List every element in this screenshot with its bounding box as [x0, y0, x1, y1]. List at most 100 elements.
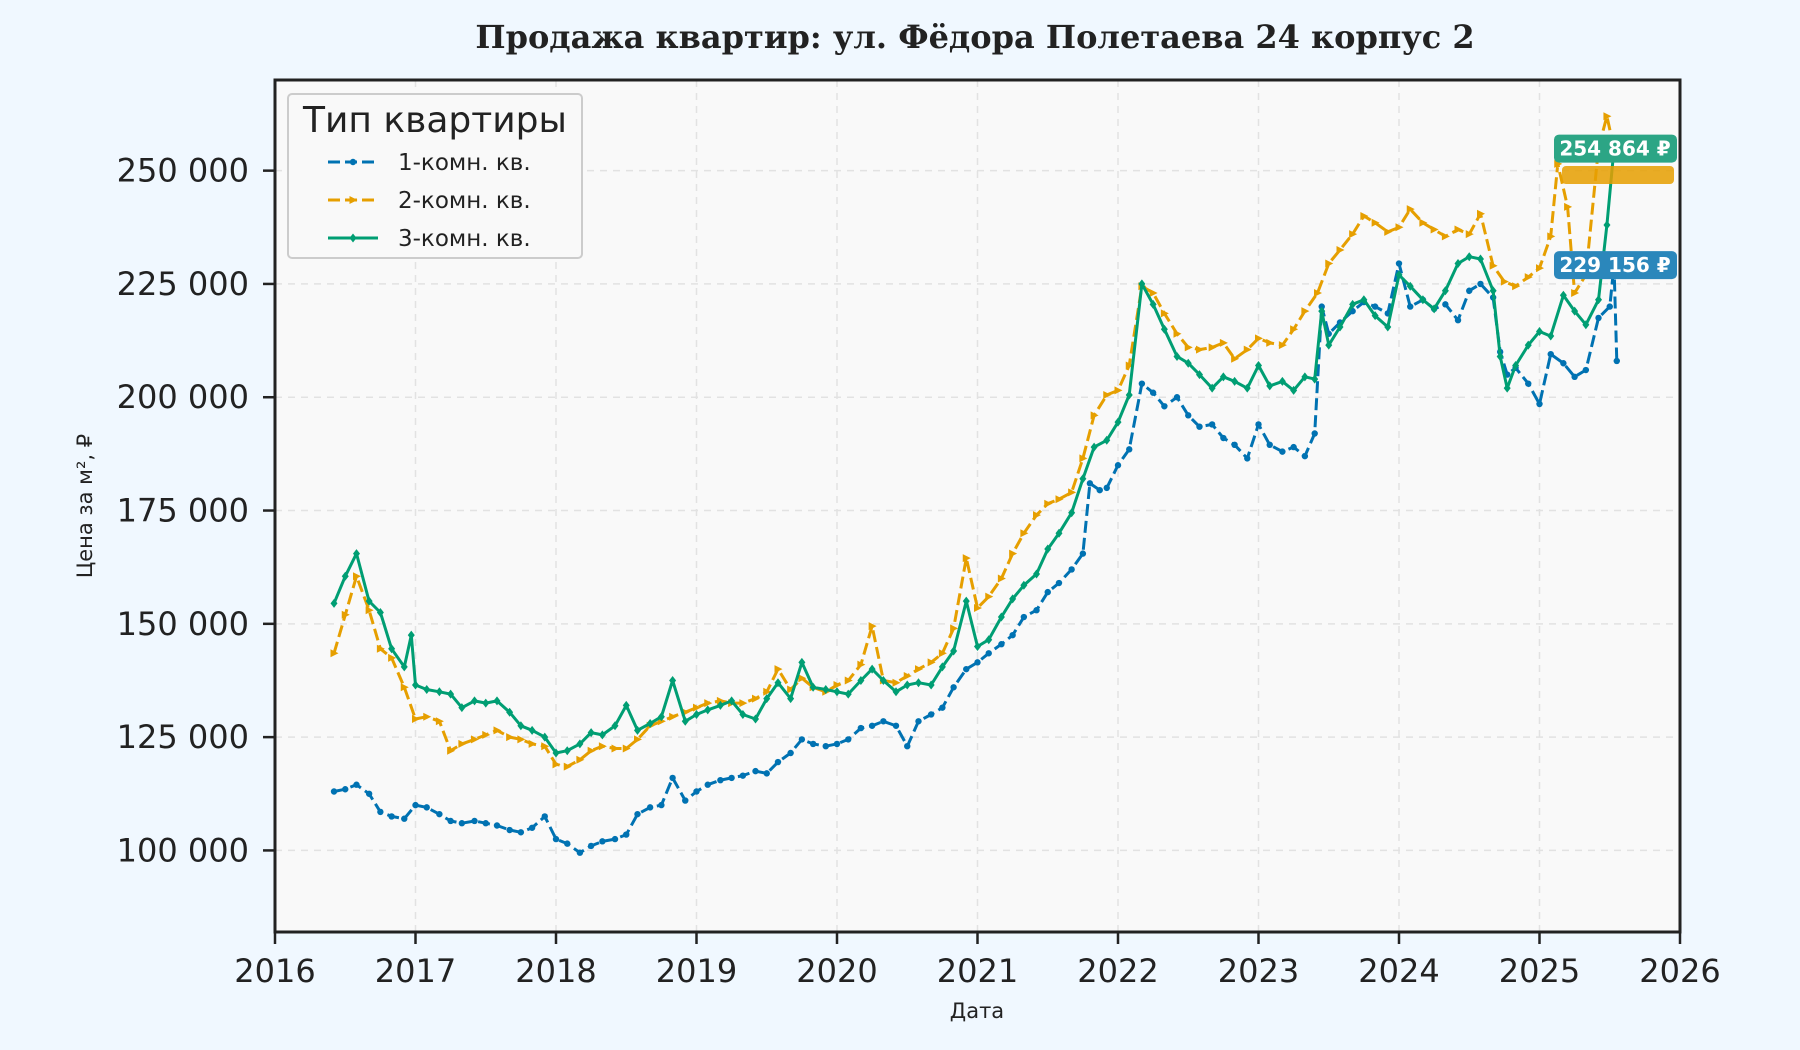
data-point: [528, 824, 536, 831]
data-point: [1103, 435, 1111, 445]
data-point: [985, 592, 994, 601]
data-point: [1325, 259, 1334, 268]
data-point: [1547, 331, 1555, 341]
data-point: [1055, 495, 1064, 504]
data-point: [1466, 287, 1473, 294]
data-point: [1149, 299, 1157, 309]
data-point: [868, 722, 876, 729]
data-point: [377, 808, 384, 816]
data-point: [646, 804, 654, 811]
data-point: [1603, 220, 1611, 230]
data-point: [1454, 225, 1463, 234]
data-point: [962, 596, 970, 606]
data-point: [646, 719, 654, 729]
x-tick-label: 2017: [375, 952, 456, 990]
data-point: [1290, 385, 1298, 395]
data-point: [1430, 304, 1438, 314]
data-point: [739, 709, 747, 719]
data-point: [563, 762, 572, 771]
data-point: [962, 554, 971, 563]
data-point: [1582, 366, 1590, 374]
data-point: [623, 831, 630, 838]
data-point: [330, 649, 339, 658]
data-point: [1255, 361, 1262, 371]
data-point: [1536, 264, 1544, 273]
data-point: [1325, 340, 1333, 350]
end-label-box: [1554, 134, 1677, 163]
legend-label: 3-комн. кв.: [398, 226, 531, 252]
data-point: [1195, 345, 1204, 354]
legend-label: 1-комн. кв.: [398, 150, 531, 176]
data-point: [598, 730, 606, 740]
data-point: [1595, 295, 1603, 305]
data-point: [1138, 380, 1146, 387]
data-point: [412, 715, 420, 723]
data-point: [342, 786, 349, 793]
data-point: [1125, 390, 1133, 400]
legend-label: 2-комн. кв.: [398, 188, 531, 214]
data-point: [1441, 286, 1449, 296]
data-point: [1595, 314, 1602, 322]
data-point: [1465, 230, 1474, 239]
data-point: [563, 746, 571, 756]
data-point: [1090, 411, 1099, 420]
data-point: [739, 699, 748, 708]
data-point: [435, 687, 443, 697]
data-point: [1244, 455, 1251, 462]
x-tick-label: 2021: [937, 952, 1018, 990]
data-point: [1603, 112, 1612, 121]
series-diamond: [330, 144, 1618, 758]
data-point: [401, 815, 408, 822]
data-point: [1279, 448, 1286, 455]
data-point: [1407, 303, 1414, 310]
data-point: [1536, 327, 1543, 337]
data-point: [1536, 400, 1543, 408]
end-label: 229 156 ₽: [1559, 253, 1670, 277]
data-point: [633, 725, 641, 735]
data-point: [598, 742, 607, 751]
data-point: [1149, 389, 1157, 396]
data-point: [1208, 421, 1216, 428]
data-point: [1243, 345, 1252, 354]
grid: [274, 80, 1681, 932]
data-point: [1220, 434, 1227, 442]
data-point: [728, 774, 735, 782]
data-point: [1477, 280, 1484, 288]
data-point: [763, 770, 770, 777]
data-point: [1020, 529, 1029, 538]
data-point: [904, 742, 911, 750]
data-point: [879, 675, 887, 685]
data-point: [1231, 441, 1238, 449]
end-label-underlay: [1562, 166, 1674, 184]
data-point: [341, 610, 350, 619]
data-point: [423, 804, 430, 811]
x-tick-label: 2022: [1077, 952, 1158, 990]
data-point: [1033, 607, 1040, 614]
data-point: [458, 820, 466, 827]
data-point: [669, 774, 676, 782]
data-point: [388, 813, 395, 820]
data-point: [1301, 307, 1310, 316]
data-point: [693, 709, 700, 719]
data-point: [774, 665, 783, 674]
data-point: [1311, 430, 1318, 437]
data-point: [458, 703, 466, 713]
data-point: [447, 689, 455, 699]
data-point: [1476, 254, 1484, 264]
data-point: [599, 838, 606, 845]
data-point: [576, 739, 584, 749]
data-point: [1336, 322, 1344, 332]
data-point: [1079, 550, 1087, 557]
data-point: [541, 813, 548, 820]
data-point: [528, 725, 536, 735]
data-point: [1301, 452, 1309, 460]
data-point: [622, 744, 631, 753]
data-point: [974, 659, 981, 666]
data-point: [822, 685, 830, 695]
data-point: [774, 758, 782, 766]
data-point: [1055, 528, 1063, 538]
data-point: [1184, 343, 1193, 352]
data-point: [1524, 340, 1532, 350]
data-point: [1219, 372, 1227, 382]
